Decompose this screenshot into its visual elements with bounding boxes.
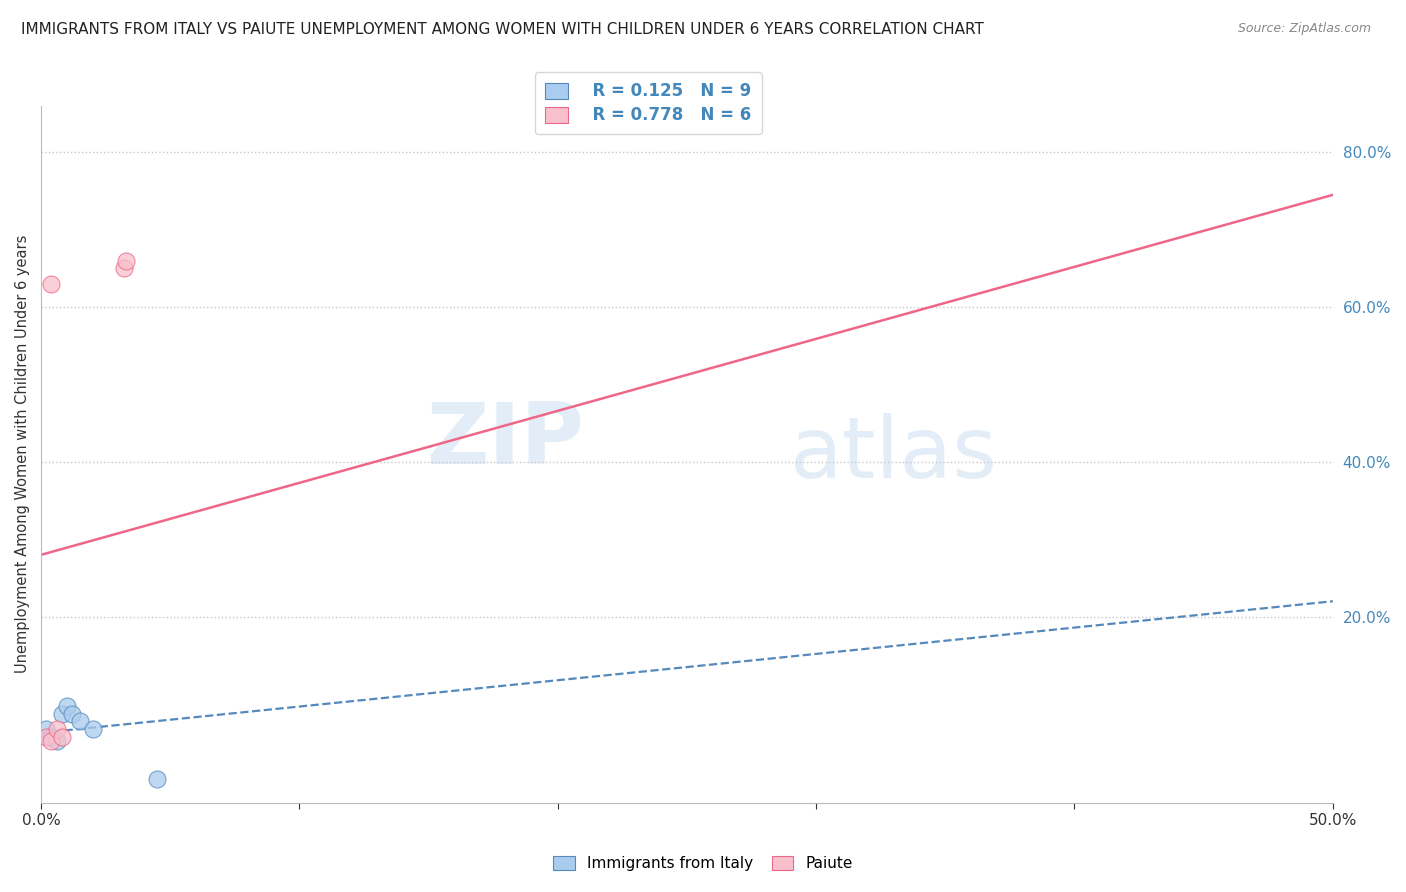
Point — [115, 253, 138, 268]
Point — [45, 722, 67, 736]
Point — [35, 722, 58, 736]
Point — [82, 722, 104, 736]
Text: IMMIGRANTS FROM ITALY VS PAIUTE UNEMPLOYMENT AMONG WOMEN WITH CHILDREN UNDER 6 Y: IMMIGRANTS FROM ITALY VS PAIUTE UNEMPLOY… — [21, 22, 984, 37]
Text: Source: ZipAtlas.com: Source: ZipAtlas.com — [1237, 22, 1371, 36]
Point — [112, 261, 135, 276]
Legend:   R = 0.125   N = 9,   R = 0.778   N = 6: R = 0.125 N = 9, R = 0.778 N = 6 — [534, 72, 762, 134]
Point — [41, 277, 63, 291]
Point — [56, 698, 79, 713]
Point — [51, 706, 73, 721]
Text: ZIP: ZIP — [426, 399, 583, 482]
Point — [60, 706, 83, 721]
Point — [35, 730, 58, 744]
Point — [41, 730, 63, 744]
Point — [69, 714, 91, 729]
Legend: Immigrants from Italy, Paiute: Immigrants from Italy, Paiute — [547, 849, 859, 877]
Point — [41, 733, 63, 747]
Point — [51, 730, 73, 744]
Point — [45, 733, 67, 747]
Point — [146, 772, 169, 787]
Y-axis label: Unemployment Among Women with Children Under 6 years: Unemployment Among Women with Children U… — [15, 235, 30, 673]
Text: atlas: atlas — [790, 413, 998, 496]
